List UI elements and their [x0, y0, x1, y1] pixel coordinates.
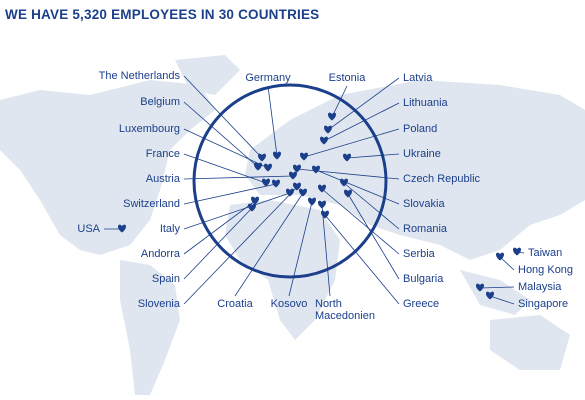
leader-line [183, 186, 298, 305]
heart-marker [300, 152, 308, 161]
heart-marker [318, 184, 326, 193]
leader-line [183, 128, 269, 169]
country-label: Spain [151, 273, 180, 285]
heart-marker [299, 188, 307, 197]
country-label: Italy [159, 223, 180, 235]
heart-marker [340, 178, 348, 187]
heart-marker [318, 200, 326, 209]
country-label: Estonia [328, 72, 366, 84]
leader-line [183, 200, 256, 255]
leader-line [321, 188, 400, 255]
country-label: USA [77, 223, 100, 235]
continents [0, 55, 585, 395]
heart-marker [328, 112, 336, 121]
heart-marker [272, 179, 280, 188]
country-label: Kosovo [270, 298, 308, 310]
country-label: Serbia [403, 248, 435, 260]
country-label: The Netherlands [98, 70, 180, 82]
country-label: Hong Kong [518, 264, 574, 276]
country-label: Austria [145, 173, 180, 185]
leader-line [331, 85, 348, 118]
heart-marker [258, 153, 266, 162]
europe-circle [192, 83, 388, 279]
heart-marker [486, 291, 494, 300]
heart-marker [312, 165, 320, 174]
country-label: Belgium [140, 96, 180, 108]
heart-marker [273, 151, 281, 160]
country-label: Slovenia [137, 298, 180, 310]
heart-marker [513, 247, 521, 256]
country-label: Greece [403, 298, 440, 310]
leader-line [303, 128, 400, 158]
leader-line [315, 169, 400, 205]
leader-line [183, 192, 291, 230]
leader-line [183, 101, 259, 168]
leader-line [183, 153, 267, 184]
leader-line [321, 204, 331, 297]
heart-marker [496, 252, 504, 261]
leader-line [234, 192, 304, 297]
country-label: France [145, 148, 180, 160]
country-label: Andorra [140, 248, 180, 260]
heart-marker [343, 153, 351, 162]
country-label: Ukraine [403, 148, 441, 160]
heart-marker [308, 197, 316, 206]
heart-marker [293, 182, 301, 191]
country-label: Lithuania [403, 97, 448, 109]
leader-line [346, 153, 400, 159]
heart-marker [321, 210, 329, 219]
leader-line [183, 207, 253, 280]
heart-marker [264, 163, 272, 172]
leader-line [323, 102, 400, 142]
heart-marker [320, 136, 328, 145]
country-label: Bulgaria [403, 273, 444, 285]
country-label: Luxembourg [118, 123, 180, 135]
leader-line [489, 295, 515, 305]
heart-marker [248, 203, 256, 212]
heart-marker [118, 224, 126, 233]
country-label: Poland [403, 123, 438, 135]
country-label: Switzerland [123, 198, 180, 210]
country-label: Croatia [217, 298, 253, 310]
leader-line [479, 286, 515, 289]
leader-line [183, 183, 277, 205]
leader-line [324, 214, 400, 305]
country-label: North Macedonien [315, 298, 375, 322]
heart-marker [286, 188, 294, 197]
leader-line [183, 75, 263, 159]
country-label: Romania [403, 223, 448, 235]
title: WE HAVE 5,320 EMPLOYEES IN 30 COUNTRIES [5, 7, 320, 22]
country-label: Taiwan [528, 247, 563, 259]
heart-marker [293, 164, 301, 173]
heart-marker [289, 171, 297, 180]
heart-marker [324, 125, 332, 134]
country-label: Latvia [403, 72, 433, 84]
heart-marker [476, 283, 484, 292]
country-label: Slovakia [403, 198, 445, 210]
country-label: Singapore [518, 298, 569, 310]
heart-marker [251, 196, 259, 205]
heart-marker [344, 189, 352, 198]
leader-line [499, 256, 515, 271]
leader-line [347, 193, 400, 280]
leader-line [327, 77, 400, 131]
leader-line [288, 201, 313, 297]
country-label: Malaysia [518, 281, 562, 293]
leader-line [183, 175, 294, 180]
heart-marker [262, 178, 270, 187]
country-label: Germany [245, 72, 291, 84]
country-label: Czech Republic [403, 173, 481, 185]
leader-line [267, 85, 278, 157]
leader-line [343, 182, 400, 230]
